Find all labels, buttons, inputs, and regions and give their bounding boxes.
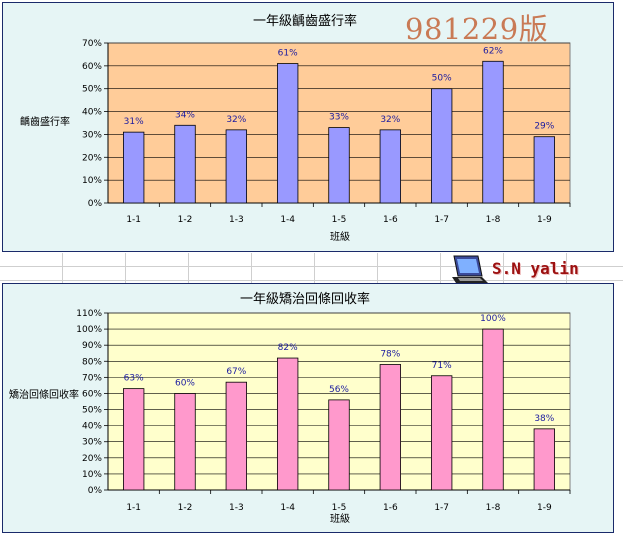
- x-tick-label: 1-6: [383, 215, 398, 225]
- data-label: 67%: [226, 367, 246, 377]
- y-tick-label: 60%: [82, 62, 102, 72]
- y-tick-label: 20%: [82, 153, 102, 163]
- x-tick-label: 1-3: [229, 215, 244, 225]
- y-tick-label: 30%: [82, 438, 102, 448]
- bar: [482, 328, 504, 491]
- y-tick-label: 20%: [82, 454, 102, 464]
- bar: [430, 88, 453, 204]
- bar: [430, 375, 453, 491]
- data-label: 29%: [534, 122, 554, 132]
- data-label: 61%: [278, 49, 298, 59]
- data-label: 38%: [534, 414, 554, 424]
- x-tick-label: 1-4: [280, 503, 295, 513]
- data-label: 63%: [124, 374, 144, 384]
- x-tick-label: 1-2: [178, 503, 193, 513]
- x-tick-label: 1-6: [383, 503, 398, 513]
- x-tick-label: 1-4: [280, 215, 295, 225]
- x-tick-label: 1-5: [332, 215, 347, 225]
- author-logo: S.N yalin: [448, 252, 608, 286]
- data-label: 31%: [124, 117, 144, 127]
- version-stamp: 981229版: [405, 12, 549, 46]
- x-tick-label: 1-7: [434, 503, 449, 513]
- x-tick-label: 1-2: [178, 215, 193, 225]
- bar: [482, 60, 504, 204]
- bar: [123, 131, 145, 204]
- bar: [123, 388, 145, 491]
- y-axis-label: 齲齒盛行率: [20, 115, 70, 128]
- y-tick-label: 30%: [82, 130, 102, 140]
- bar: [533, 428, 555, 491]
- y-tick-label: 70%: [82, 39, 102, 49]
- bar: [225, 381, 247, 491]
- y-tick-label: 10%: [82, 470, 102, 480]
- x-tick-label: 1-7: [434, 215, 449, 225]
- y-tick-label: 0%: [88, 486, 103, 496]
- data-label: 62%: [483, 46, 503, 56]
- y-tick-label: 50%: [82, 406, 102, 416]
- bar: [276, 357, 299, 491]
- bar: [379, 129, 402, 204]
- y-tick-label: 90%: [82, 341, 102, 351]
- bar: [174, 124, 196, 204]
- y-tick-label: 40%: [82, 108, 102, 118]
- x-tick-label: 1-5: [332, 503, 347, 513]
- data-label: 71%: [432, 361, 452, 371]
- y-tick-label: 10%: [82, 176, 102, 186]
- spreadsheet-grid-background: [0, 253, 623, 283]
- bar: [379, 364, 402, 491]
- x-axis-label: 班級: [330, 230, 350, 243]
- bar: [174, 393, 196, 491]
- laptop-icon: [452, 255, 488, 283]
- bar: [328, 399, 350, 491]
- bar: [276, 63, 299, 204]
- y-tick-label: 50%: [82, 85, 102, 95]
- x-tick-label: 1-9: [537, 503, 552, 513]
- y-tick-label: 80%: [82, 357, 102, 367]
- y-tick-label: 110%: [76, 309, 102, 319]
- data-label: 33%: [329, 113, 349, 123]
- x-axis-label: 班級: [330, 512, 350, 525]
- data-label: 32%: [226, 115, 246, 125]
- y-axis-label: 矯治回條回收率: [9, 388, 79, 401]
- data-label: 32%: [380, 115, 400, 125]
- data-label: 100%: [480, 314, 506, 324]
- x-tick-label: 1-9: [537, 215, 552, 225]
- author-logo-text: S.N yalin: [492, 259, 579, 278]
- y-tick-label: 60%: [82, 389, 102, 399]
- data-label: 78%: [380, 349, 400, 359]
- x-tick-label: 1-8: [486, 503, 501, 513]
- x-tick-label: 1-8: [486, 215, 501, 225]
- data-label: 82%: [278, 343, 298, 353]
- chart-title: 一年級齲齒盛行率: [253, 13, 357, 29]
- x-tick-label: 1-1: [126, 503, 141, 513]
- y-tick-label: 0%: [88, 199, 103, 209]
- data-label: 60%: [175, 378, 195, 388]
- y-tick-label: 100%: [76, 325, 102, 335]
- y-tick-label: 70%: [82, 373, 102, 383]
- chart-title: 一年級矯治回條回收率: [240, 291, 370, 307]
- data-label: 50%: [432, 74, 452, 84]
- data-label: 34%: [175, 110, 195, 120]
- x-tick-label: 1-1: [126, 215, 141, 225]
- y-tick-label: 40%: [82, 422, 102, 432]
- bar: [533, 136, 555, 204]
- x-tick-label: 1-3: [229, 503, 244, 513]
- bar: [328, 127, 350, 204]
- bar: [225, 129, 247, 204]
- data-label: 56%: [329, 385, 349, 395]
